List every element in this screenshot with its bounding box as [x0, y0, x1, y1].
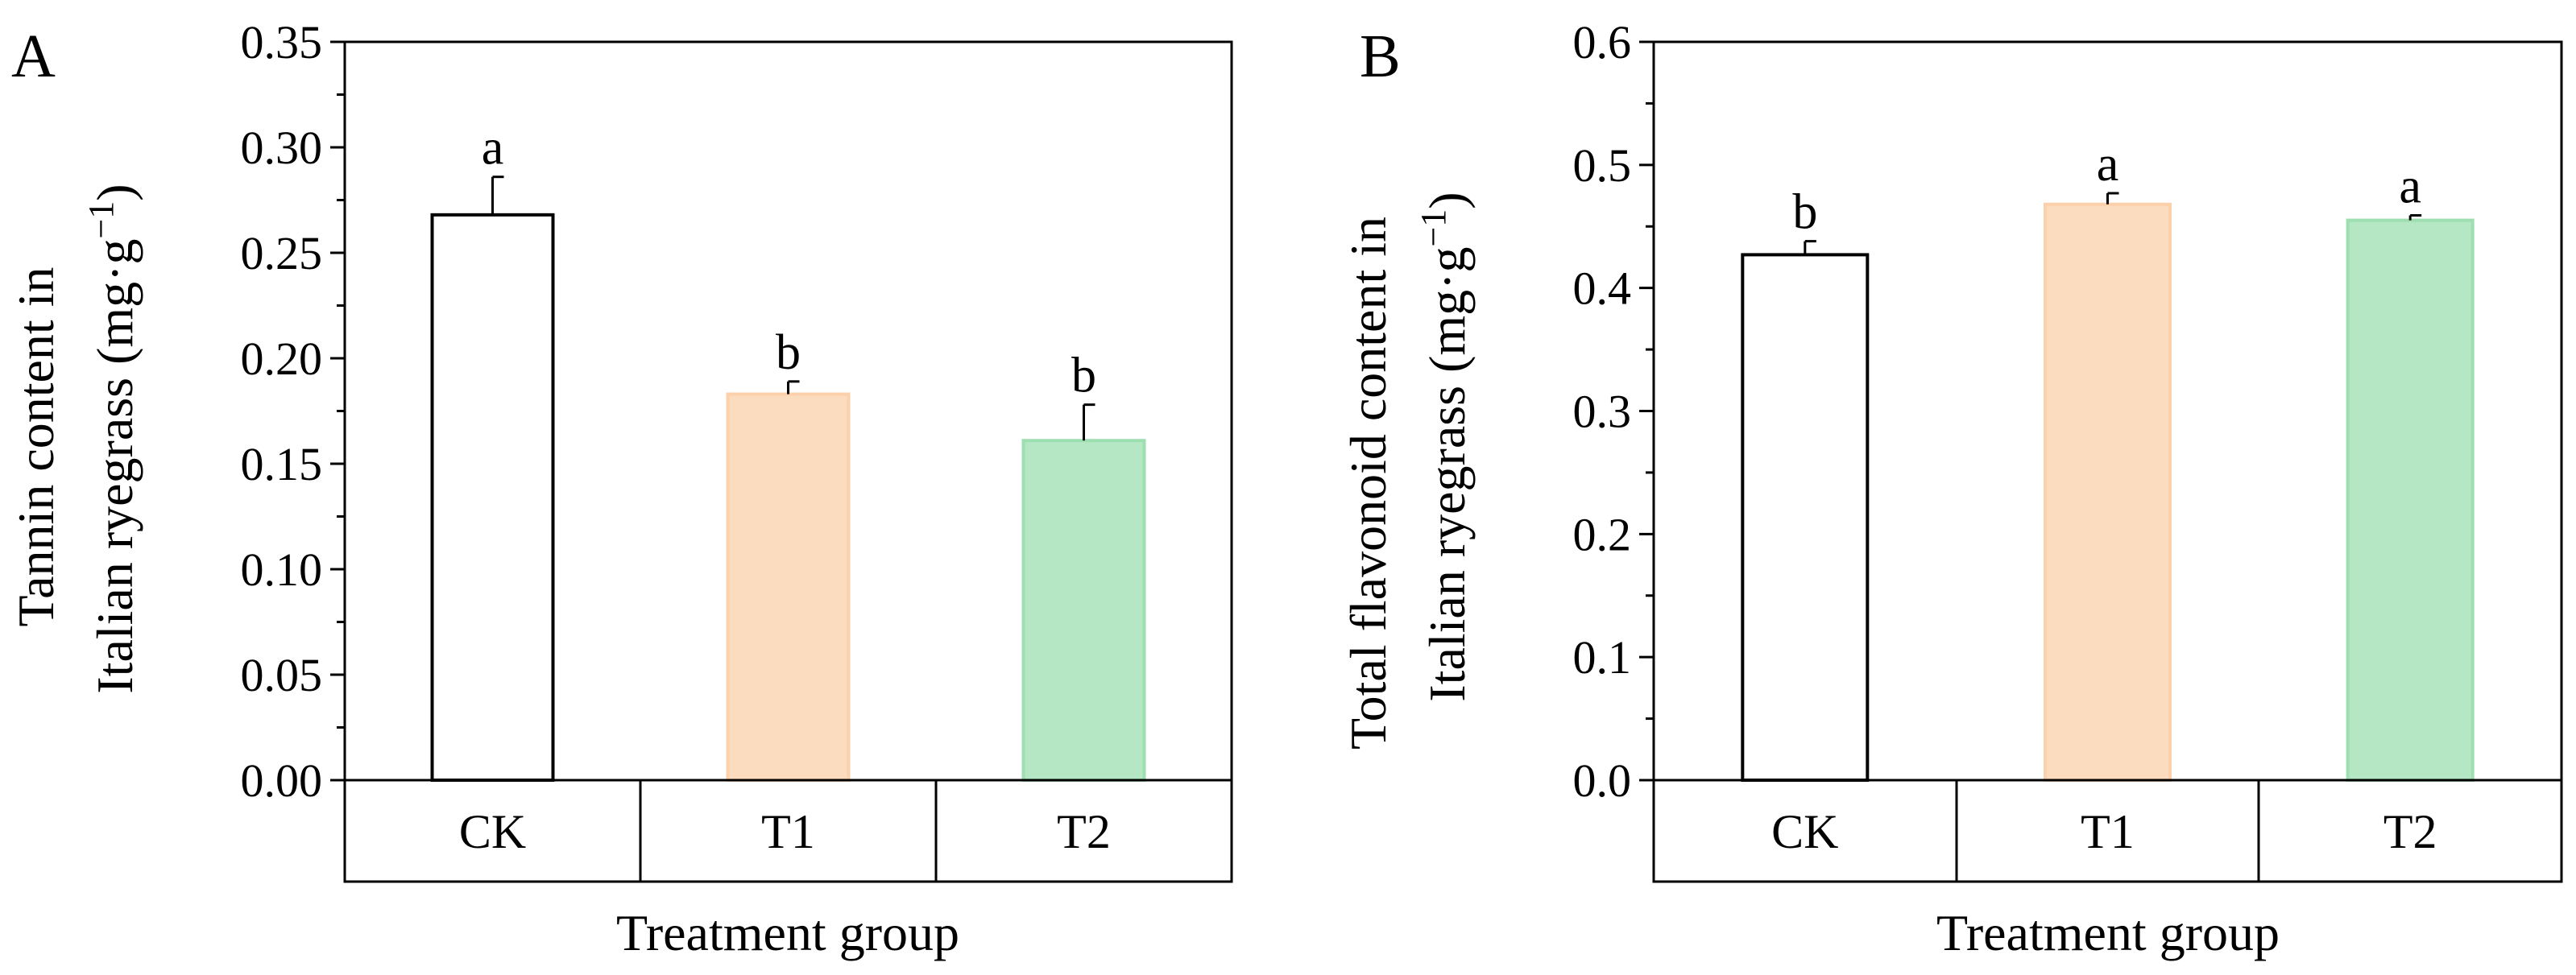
y-tick-label: 0.00 [241, 754, 323, 807]
y-tick-label: 0.1 [1573, 631, 1632, 684]
y-tick-label: 0.5 [1573, 139, 1632, 192]
x-axis-title: Treatment group [616, 904, 959, 961]
category-table [343, 779, 1233, 883]
y-tick-label: 0.0 [1573, 754, 1632, 807]
y-tick-label: 0.15 [241, 438, 323, 490]
y-tick-label: 0.3 [1573, 386, 1632, 438]
panel-b: B Total flavonoid content in Italian rye… [1340, 16, 2563, 961]
category-labels: CK T1 T2 [1771, 805, 2437, 858]
significance-label: a [2097, 137, 2119, 192]
y-tick-label: 0.35 [241, 16, 323, 68]
y-tick-label: 0.05 [241, 649, 323, 701]
y-tick-label: 0.25 [241, 227, 323, 279]
y-axis-title-line2: Italian ryegrass (mg·g−1) [81, 184, 143, 693]
bars: a b b [430, 121, 1146, 782]
category-label: T1 [761, 805, 815, 858]
bar-t2 [1021, 439, 1146, 782]
y-tick-label: 0.6 [1573, 16, 1632, 68]
y-axis-title-superscript: −1 [81, 201, 121, 239]
y-axis-title-prefix: Italian ryegrass (mg·g [86, 239, 143, 694]
panel-a: A Tannin content in Italian ryegrass (mg… [7, 16, 1233, 961]
bar-ck [1741, 253, 1870, 782]
bar-t1 [726, 392, 851, 782]
y-tick-label: 0.30 [241, 122, 323, 174]
y-tick-label: 0.4 [1573, 262, 1632, 315]
y-axis-title-prefix: Italian ryegrass (mg·g [1418, 247, 1476, 702]
significance-label: b [776, 325, 801, 380]
y-tick-label: 0.20 [241, 333, 323, 385]
significance-label: b [1792, 185, 1817, 240]
panel-label-b: B [1360, 23, 1401, 90]
y-ticks: 0.0 0.1 0.2 0.3 0.4 0.5 0.6 [1573, 16, 1654, 807]
category-label: CK [1771, 805, 1838, 858]
bars: ba a [1741, 137, 2475, 783]
bar-t2 [2346, 218, 2475, 782]
y-tick-label: 0.10 [241, 543, 323, 596]
bar-ck [430, 213, 555, 782]
y-ticks: 0.00 0.05 0.10 0.15 0.20 0.25 0.30 0.35 [241, 16, 345, 807]
y-axis-title-line1: Total flavonoid content in [1340, 217, 1397, 750]
panel-label-a: A [11, 23, 56, 90]
y-axis-title-line1: Tannin content in [7, 267, 64, 627]
significance-label: a [2399, 159, 2421, 213]
y-axis-title-suffix: ) [1418, 192, 1476, 209]
category-label: T2 [1057, 805, 1111, 858]
y-tick-label: 0.2 [1573, 508, 1632, 560]
category-table [1652, 779, 2563, 883]
category-label: T2 [2383, 805, 2437, 858]
category-label: CK [459, 805, 526, 858]
significance-label: b [1071, 349, 1096, 403]
y-axis-title-superscript: −1 [1414, 209, 1453, 247]
x-axis-title: Treatment group [1936, 904, 2280, 961]
bar-t1 [2044, 202, 2172, 783]
y-axis-title-line2: Italian ryegrass (mg·g−1) [1414, 192, 1476, 701]
category-label: T1 [2081, 805, 2135, 858]
y-axis-title-suffix: ) [86, 184, 143, 200]
significance-label: a [482, 121, 504, 176]
category-labels: CK T1 T2 [459, 805, 1111, 858]
